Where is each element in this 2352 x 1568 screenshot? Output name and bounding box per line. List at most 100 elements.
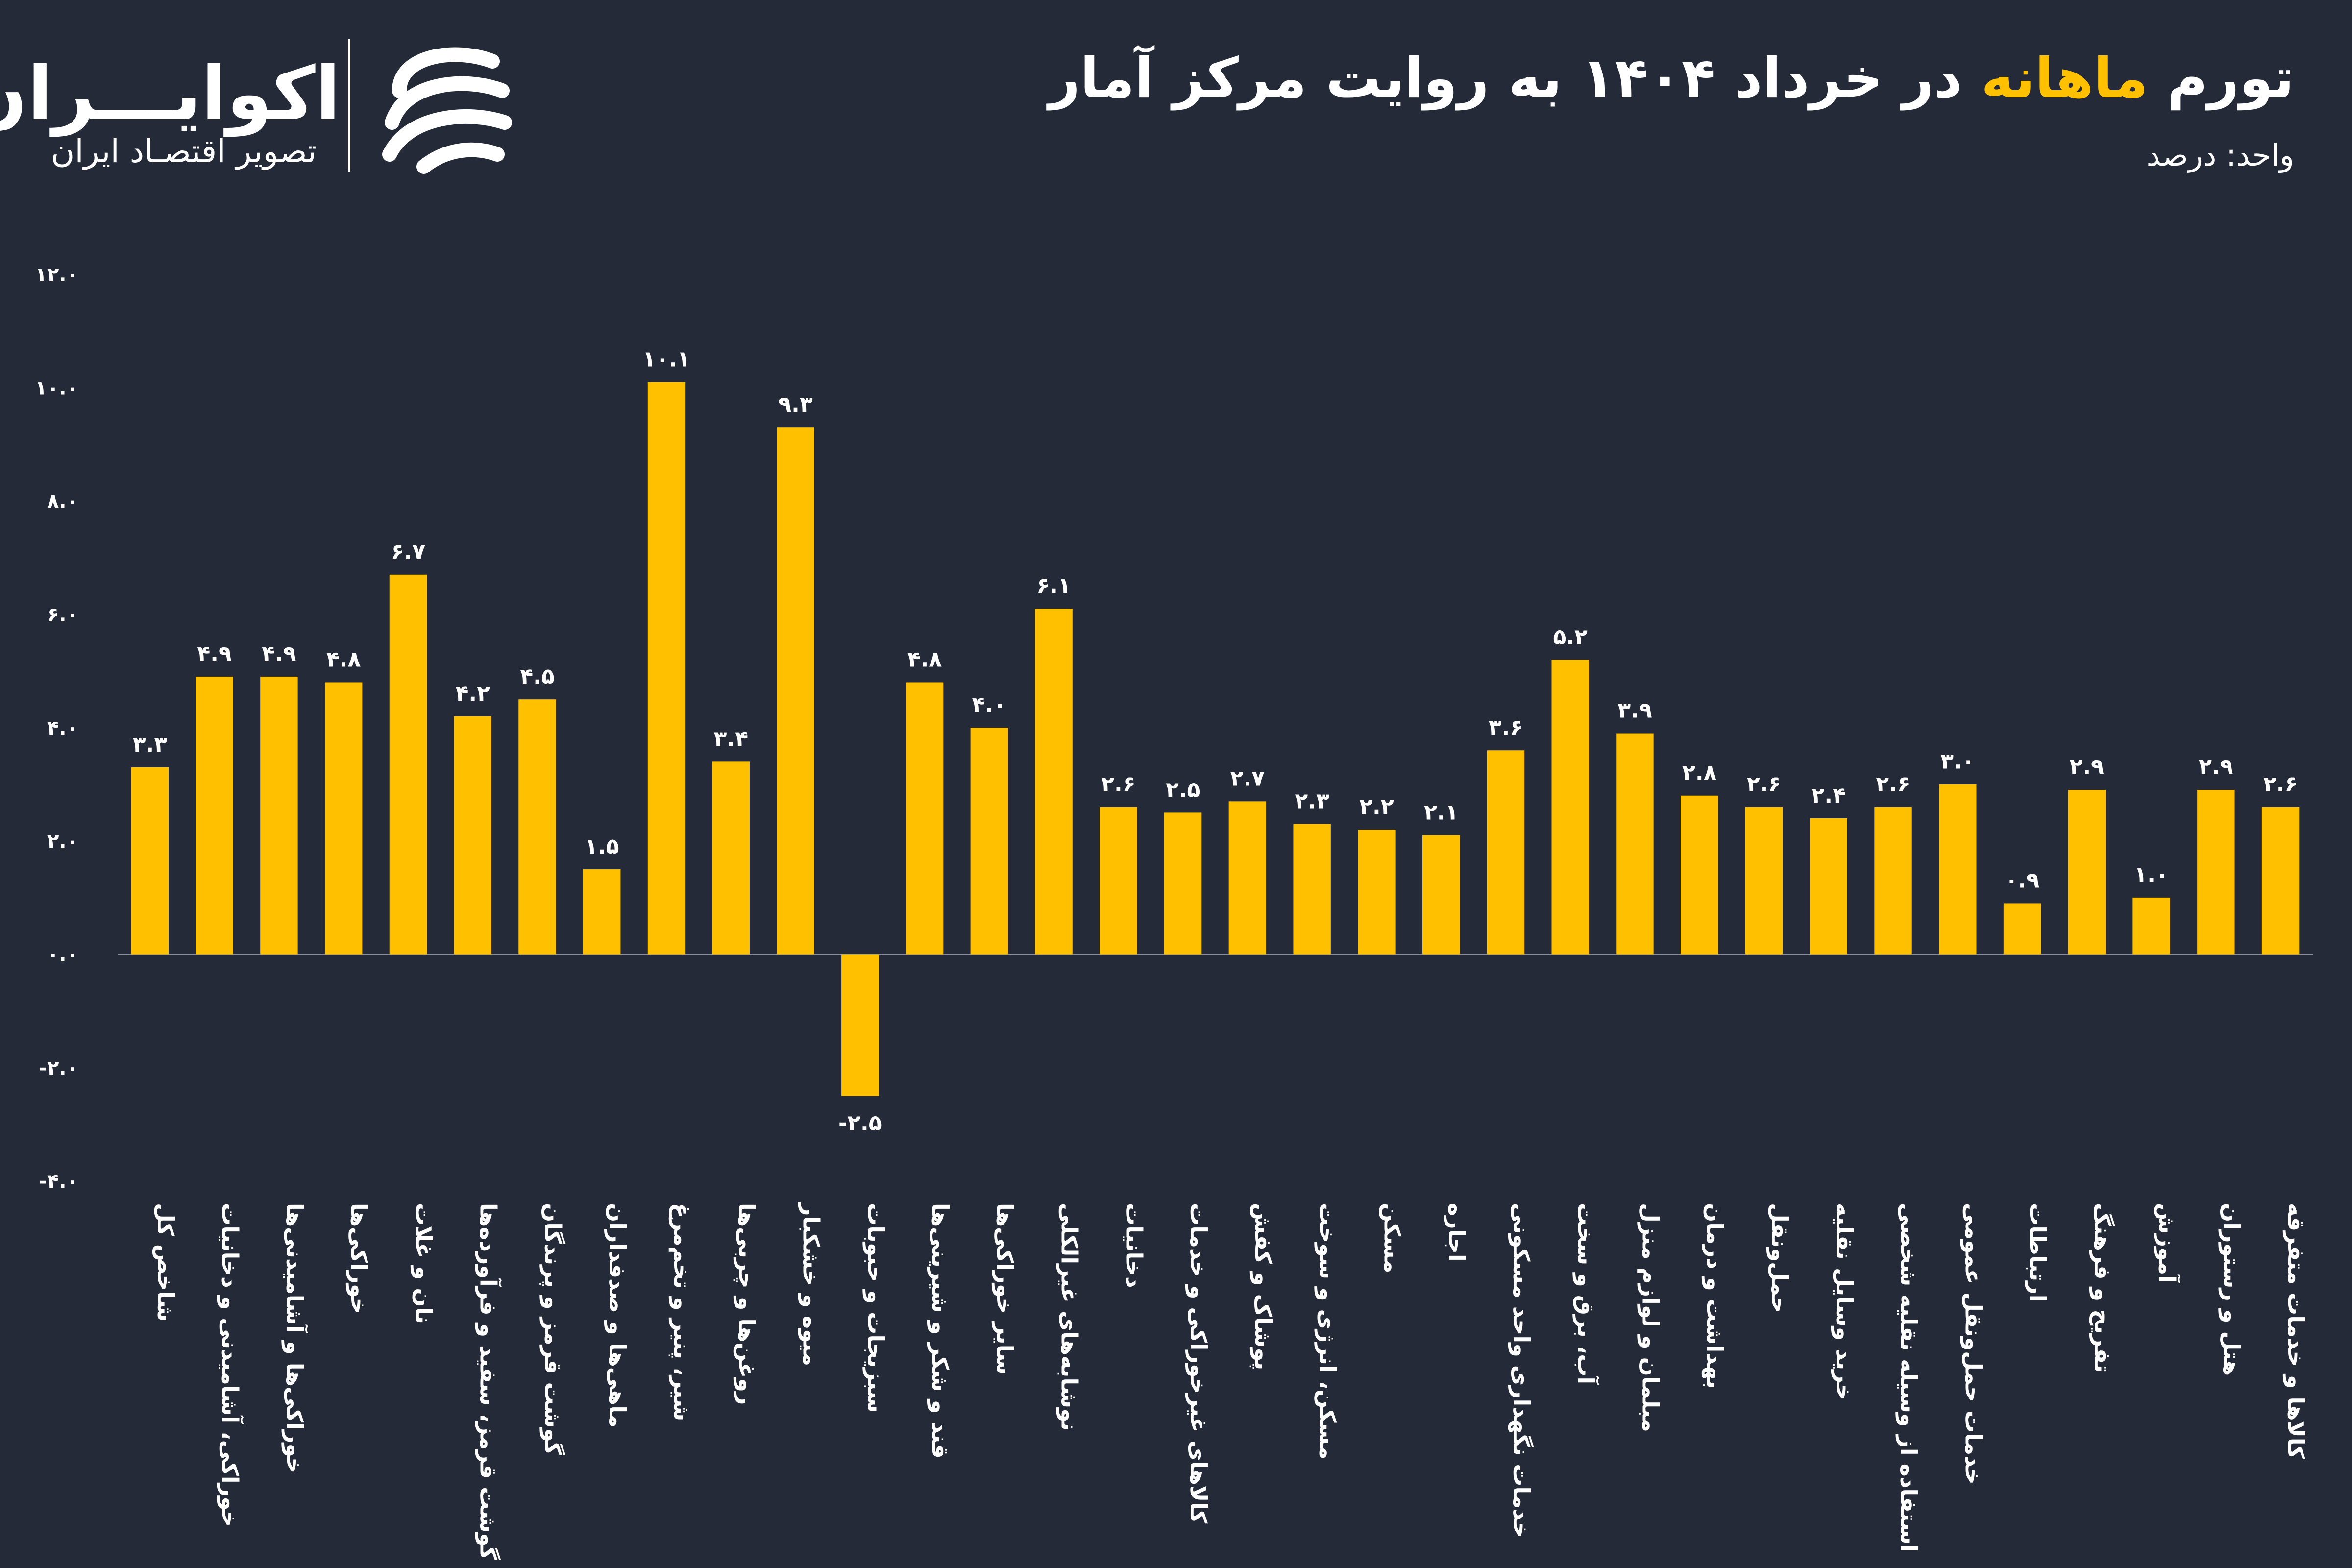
category-label: استفاده از وسیله نقلیه شخصی [1896,1203,1922,1552]
y-tick-label: ۸.۰ [47,490,78,513]
y-tick-label: -۲.۰ [39,1057,78,1079]
y-axis: -۴.۰ -۲.۰ ۰.۰ ۲.۰ ۴.۰ ۶.۰ ۸.۰ ۱۰.۰ ۱۲.۰ [35,264,78,1193]
category-label: خوراکی‌ها [346,1203,372,1314]
value-label: ۱۰.۱ [642,347,690,372]
bar [1551,660,1589,954]
category-label: مسکن، انرژی و سوخت [1315,1203,1341,1460]
category-label: خدمات حمل‌ونقل عمومی [1960,1203,1986,1485]
value-label: -۲.۵ [838,1111,882,1136]
category-label: کالاهای غیرخوراکی و خدمات [1185,1203,1212,1524]
value-label: ۴.۸ [907,647,942,672]
bar [454,716,491,955]
bar [2132,898,2170,955]
category-label: نان و غلات [411,1203,437,1324]
bar [712,761,750,954]
bar [260,677,297,955]
value-label: ۲.۶ [1876,772,1910,797]
y-tick-label: ۱۲.۰ [35,264,78,286]
bar [1810,818,1847,955]
category-label: خوراکی‌ها و آشامیدنی‌ها [281,1203,308,1473]
y-tick-label: -۴.۰ [39,1170,78,1193]
value-label: ۴.۵ [520,664,554,689]
category-label: شیر، پنیر و تخم‌مرغ [668,1203,695,1421]
category-label: سایر خوراکی‌ها [992,1203,1018,1375]
bar [2197,790,2234,954]
value-label: ۴.۲ [455,681,490,706]
value-label: ۳.۴ [714,726,748,751]
bar [1681,796,1718,955]
category-label: هتل و رستوران [2218,1203,2245,1376]
category-label: خوراکی، آشامیدنی و دخانیات [217,1203,244,1527]
value-label: ۳.۹ [1617,698,1652,723]
value-label: ۲.۸ [1682,760,1717,785]
bar [2262,807,2299,955]
category-label: نوشابه‌های غیرالکلی [1056,1203,1083,1431]
value-label: ۴.۹ [197,641,231,666]
value-label: ۲.۶ [1101,772,1135,797]
value-label: ۴.۸ [326,647,361,672]
category-label: دخانیات [1121,1203,1147,1288]
category-label: گوشت قرمز و پرندگان [539,1203,566,1455]
bar [583,869,620,954]
bar-chart: -۴.۰-۲.۰۰.۰۲.۰۴.۰۶.۰۸.۰۱۰.۰۱۲.۰ ۳.۳۴.۹ ۴.… [0,0,2352,1568]
y-tick-label: ۴.۰ [47,717,78,739]
category-label: ماهی‌ها و صدفداران [604,1203,631,1428]
bar [1229,801,1266,954]
category-label: خدمات نگهداری واحد مسکونی [1508,1203,1535,1538]
category-label: اجاره [1444,1203,1470,1262]
category-label: آموزش [2154,1203,2181,1283]
bar [325,683,362,955]
value-label: ۴.۰ [972,692,1006,717]
bar [1035,609,1072,954]
category-label: مسکن [1379,1203,1405,1273]
value-label: ۴.۹ [262,641,296,666]
bar [518,699,556,954]
value-label: ۲.۳ [1295,789,1329,814]
bar [777,427,814,954]
category-label: مبلمان و لوازم منزل [1637,1203,1664,1432]
bars-group [131,382,2300,1096]
value-label: ۲.۶ [2263,772,2298,797]
category-label: روغن‌ها و چربی‌ها [733,1203,760,1405]
bar [648,382,685,955]
value-label: ۱.۰ [2134,862,2168,887]
value-label: ۰.۹ [2005,868,2039,893]
value-label: ۲.۶ [1747,772,1781,797]
bar [1100,807,1137,955]
category-label: بهداشت و درمان [1702,1203,1728,1389]
category-label: میوه و خشکبار [798,1202,825,1366]
bar [971,728,1008,955]
bar [2004,903,2041,954]
category-label: گوشت قرمز، سفید و فرآورده‌ها [475,1203,502,1560]
value-label: ۲.۵ [1166,777,1200,802]
value-label: ۲.۷ [1230,766,1265,791]
value-label: ۳.۰ [1940,749,1975,774]
category-label: حمل‌ونقل [1766,1203,1793,1313]
category-label: آب، برق و سخت [1573,1203,1600,1385]
value-label: ۵.۲ [1553,624,1588,649]
y-tick-label: ۱۰.۰ [35,377,78,399]
bar [1616,734,1653,955]
value-label: ۳.۳ [133,732,168,757]
bar [1487,750,1524,954]
bar [1164,812,1201,954]
bar [1874,807,1911,955]
bar [906,683,943,955]
value-label: ۶.۱ [1036,573,1071,598]
category-label: خرید وسایل نقلیه [1831,1203,1858,1400]
value-label: ۲.۴ [1812,783,1846,808]
category-label: شاخص کل [152,1203,179,1322]
bar [131,767,169,955]
category-label: قند و شکر و شیرینی‌ها [927,1203,954,1459]
value-label: ۲.۲ [1359,794,1394,819]
category-labels-group: شاخص کل خوراکی، آشامیدنی و دخانیات خوراکی‌… [152,1202,2309,1560]
bar [1745,807,1783,955]
bar [1422,835,1460,955]
value-label: ۱.۵ [585,834,619,859]
category-label: ارتباطات [2025,1203,2051,1302]
value-label: ۹.۳ [778,392,813,417]
bar [390,575,427,955]
bar [841,955,879,1096]
bar [1293,824,1330,955]
y-tick-label: ۲.۰ [47,830,78,853]
